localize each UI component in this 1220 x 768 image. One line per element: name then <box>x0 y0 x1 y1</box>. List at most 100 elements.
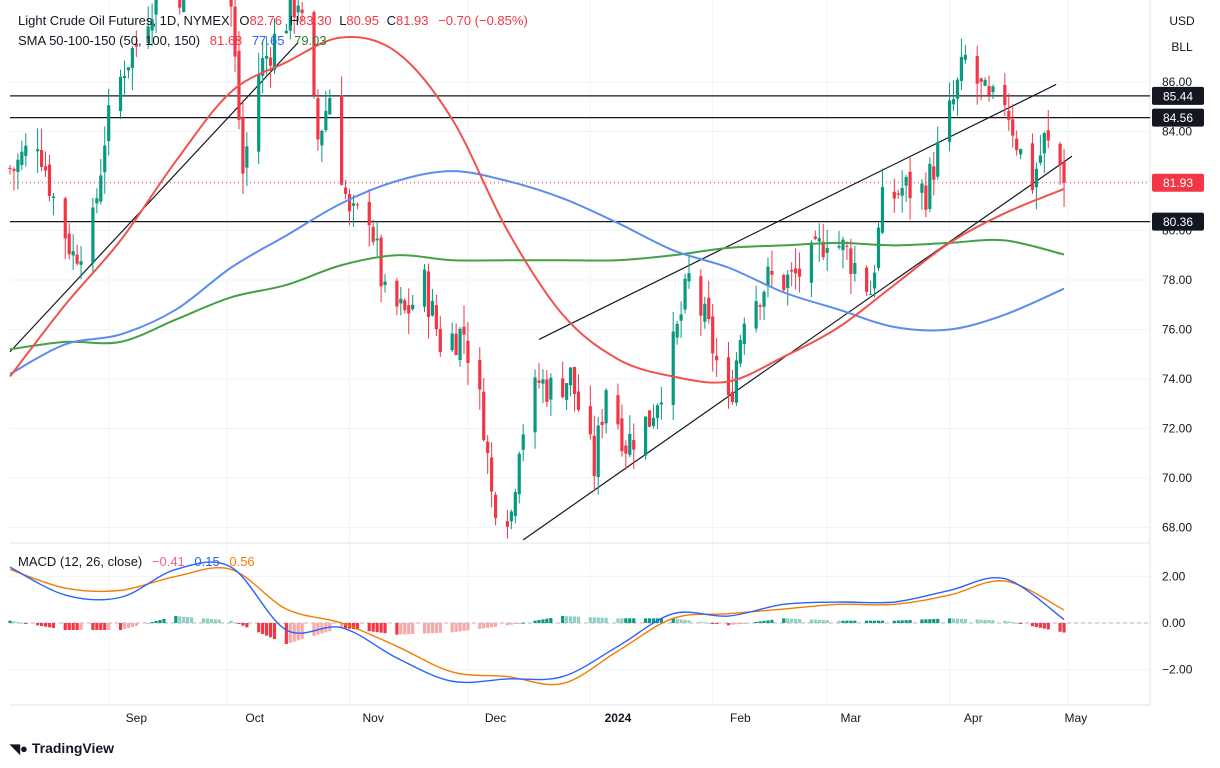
candle-body <box>537 380 541 383</box>
macd-histogram-bar <box>257 623 261 633</box>
candle-body <box>928 163 932 209</box>
macd-histogram-bar <box>189 617 194 623</box>
candle-body <box>482 391 486 441</box>
macd-label[interactable]: MACD (12, 26, close) <box>18 554 143 569</box>
macd-tick-label: 0.00 <box>1162 616 1186 630</box>
high-label: H <box>289 13 300 28</box>
candle-body <box>1062 162 1066 183</box>
trendline <box>522 155 1073 541</box>
candle-body <box>651 417 656 426</box>
macd-histogram-bar <box>825 620 829 623</box>
unit-button[interactable]: BLL <box>1171 40 1193 54</box>
macd-histogram-bar <box>904 620 908 623</box>
candle-body <box>679 314 683 321</box>
macd-histogram-bar <box>229 620 233 623</box>
candle-body <box>1046 130 1050 141</box>
candle-body <box>63 198 67 239</box>
macd-histogram-bar <box>659 618 663 623</box>
macd-histogram-bar <box>786 618 790 623</box>
candle-body <box>576 391 581 410</box>
candle-body <box>292 0 296 18</box>
candle-body <box>600 421 604 426</box>
candle-body <box>351 203 356 206</box>
candle-body <box>675 323 679 338</box>
candle-body <box>383 281 387 286</box>
sma100-value: 77.65 <box>251 33 285 48</box>
sma150-value: 79.03 <box>294 33 327 48</box>
macd-histogram-bar <box>991 620 995 623</box>
candle-body <box>422 269 427 307</box>
macd-histogram-bar <box>1015 623 1019 624</box>
candle-body <box>411 304 415 310</box>
macd-histogram-bar <box>367 623 371 632</box>
candle-body <box>312 12 316 96</box>
brand-name: TradingView <box>31 740 115 756</box>
sma-label[interactable]: SMA 50-100-150 (50, 100, 150) <box>18 33 201 48</box>
candle-body <box>813 236 817 239</box>
trendlines[interactable] <box>9 41 1073 541</box>
macd-histogram-bar <box>426 623 431 634</box>
candle-body <box>75 254 79 264</box>
macd-histogram-bar <box>865 620 869 623</box>
candle-body <box>845 245 849 247</box>
sma-header: SMA 50-100-150 (50, 100, 150) 81.68 77.6… <box>18 33 327 48</box>
macd-histogram-bar <box>505 623 510 626</box>
time-tick-label: May <box>1065 711 1088 725</box>
candle-body <box>375 238 379 241</box>
candle-body <box>233 6 237 57</box>
macd-histogram-bar <box>205 618 209 623</box>
candle-body <box>671 331 675 406</box>
price-label-text: 85.44 <box>1163 89 1193 103</box>
candle-body <box>853 263 857 274</box>
macd-histogram-bar <box>213 619 217 623</box>
candle-body <box>426 271 431 317</box>
macd-histogram-bar <box>983 619 987 623</box>
macd-histogram-bar <box>154 621 158 623</box>
candle-body <box>643 416 648 456</box>
candle-body <box>687 273 691 282</box>
price-tick-label: 70.00 <box>1162 471 1192 485</box>
macd-histogram-bar <box>103 623 107 630</box>
macd-histogram-bar <box>261 623 265 634</box>
macd-histogram-bar <box>1011 622 1015 624</box>
macd-histogram-bar <box>869 620 873 623</box>
macd-histogram-bar <box>12 621 16 623</box>
macd-header: MACD (12, 26, close) −0.41 0.15 0.56 <box>18 554 255 569</box>
macd-histogram-bar <box>513 623 517 624</box>
candle-body <box>825 248 829 253</box>
macd-histogram-bar <box>1034 623 1039 628</box>
macd-histogram-bar <box>876 620 881 623</box>
candle-body <box>565 383 569 400</box>
macd-histogram-bar <box>643 618 648 623</box>
macd-histogram-bar <box>51 623 56 628</box>
candle-body <box>762 291 766 307</box>
candle-body <box>896 193 900 195</box>
candle-body <box>963 54 967 60</box>
macd-histogram-bar <box>1038 623 1042 628</box>
currency-button[interactable]: USD <box>1169 14 1195 28</box>
macd-histogram-bar <box>118 623 123 630</box>
horizontal-levels[interactable] <box>10 95 1150 223</box>
macd-histogram-bar <box>36 623 40 626</box>
macd-histogram-bar <box>482 623 486 629</box>
candle-body <box>900 188 904 196</box>
macd-histogram-bar <box>813 619 817 623</box>
candle-body <box>67 233 71 255</box>
macd-histogram-bar <box>438 623 442 633</box>
candle-body <box>683 278 687 310</box>
brand-logo[interactable]: ◥● TradingView <box>10 740 114 757</box>
macd-histogram-bar <box>268 623 273 638</box>
candle-body <box>146 26 150 43</box>
macd-histogram-bar <box>872 620 877 623</box>
candle-body <box>770 270 774 275</box>
symbol-title[interactable]: Light Crude Oil Futures, 1D, NYMEX <box>18 13 230 28</box>
macd-histogram-bar <box>150 622 154 624</box>
macd-histogram-bar <box>880 620 885 623</box>
candle-body <box>466 340 470 363</box>
macd-histogram-bar <box>24 623 28 624</box>
candle-body <box>272 33 277 71</box>
candle-body <box>91 207 95 264</box>
candle-body <box>517 453 521 495</box>
price-label-text: 84.56 <box>1163 111 1193 125</box>
